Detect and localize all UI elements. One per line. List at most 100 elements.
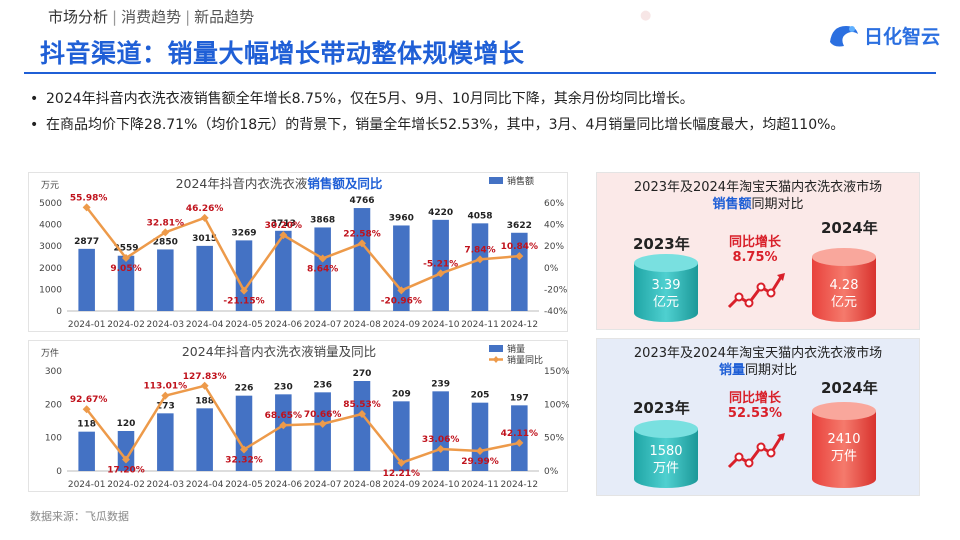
bar xyxy=(314,227,331,311)
volume-chart: 2024年抖音内衣洗衣液销量及同比 万件 0 100 200 300 0% 50% 100% 15… xyxy=(28,340,570,492)
chart-title-text: 2024年抖音内衣洗衣液销量及同比 xyxy=(182,344,376,359)
growth-arrow-icon xyxy=(727,273,785,309)
growth-value-label: 22.58% xyxy=(343,229,381,239)
bar-value-label: 3015 xyxy=(192,234,217,244)
growth-point xyxy=(82,405,91,414)
growth-value: 52.53% xyxy=(727,406,783,421)
y2-tick-label: 50% xyxy=(544,434,564,444)
growth-point xyxy=(161,391,170,400)
bar xyxy=(471,402,489,471)
x-tick-label: 2024-10 xyxy=(422,320,460,330)
y-tick-label: 0 xyxy=(56,467,62,477)
y-tick-label: 3000 xyxy=(39,242,62,252)
legend-swatch xyxy=(489,177,503,184)
breadcrumb-item-consumer[interactable]: 消费趋势 xyxy=(121,8,182,26)
y2-tick-label: -40% xyxy=(544,307,568,317)
cylinder-teal-icon xyxy=(634,420,698,488)
cylinder-2024: 2410 万件 xyxy=(811,401,877,489)
bar xyxy=(117,431,135,471)
sales-comparison-panel: 2023年及2024年淘宝天猫内衣洗衣液市场 销售额同期对比 2023年 202… xyxy=(596,172,920,330)
page-title: 抖音渠道：销量大幅增长带动整体规模增长 xyxy=(40,39,525,68)
volume-comparison-panel: 2023年及2024年淘宝天猫内衣洗衣液市场 销量同期对比 2023年 2024… xyxy=(596,338,920,496)
bar xyxy=(235,395,253,471)
legend-swatch xyxy=(489,345,503,352)
bar xyxy=(196,408,213,471)
panel-title: 2023年及2024年淘宝天猫内衣洗衣液市场 销售额同期对比 xyxy=(597,179,919,213)
growth-point xyxy=(436,269,445,278)
legend-label: 销量 xyxy=(507,343,525,355)
bullet-sales: 2024年抖音内衣洗衣液销售额全年增长8.75%，仅在5月、9月、10月同比下降… xyxy=(30,86,930,112)
panel-title-highlight: 销售额 xyxy=(712,197,752,212)
y-tick-label: 4000 xyxy=(39,221,62,231)
breadcrumb-separator: | xyxy=(185,8,191,26)
bullet-volume: 在商品均价下降28.71%（均价18元）的背景下，销量全年增长52.53%，其中… xyxy=(30,112,930,138)
panel-title-line1: 2023年及2024年淘宝天猫内衣洗衣液市场 xyxy=(633,180,883,195)
unit-2023: 万件 xyxy=(652,461,679,476)
growth-value-label: -5.21% xyxy=(423,259,458,269)
unit-2023: 亿元 xyxy=(652,295,679,310)
growth-point xyxy=(358,409,366,418)
y-tick-label: 300 xyxy=(45,367,62,377)
cylinder-2024: 4.28 亿元 xyxy=(811,247,877,323)
bar-value-label: 118 xyxy=(77,420,96,430)
header-divider xyxy=(24,72,936,74)
bar-value-label: 230 xyxy=(274,382,293,392)
unit-2024: 亿元 xyxy=(830,295,857,310)
volume-chart-svg: 2024年抖音内衣洗衣液销量及同比 万件 0 100 200 300 0% 50% 100% 15… xyxy=(41,343,570,490)
growth-value-label: 46.26% xyxy=(186,204,224,214)
x-tick-label: 2024-08 xyxy=(343,480,381,490)
growth-arrow-icon xyxy=(727,433,785,469)
breadcrumb-item-market[interactable]: 市场分析 xyxy=(48,8,109,26)
bar-value-label: 2877 xyxy=(74,237,99,247)
growth-point xyxy=(240,445,248,454)
value-2024: 4.28 xyxy=(829,278,859,293)
x-tick-label: 2024-04 xyxy=(186,320,224,330)
bar xyxy=(275,230,292,311)
bar-value-label: 205 xyxy=(471,391,490,401)
cylinder-red-icon xyxy=(812,248,876,322)
panel-title-highlight: 销量 xyxy=(718,363,745,378)
x-tick-label: 2024-03 xyxy=(147,320,185,330)
bar xyxy=(78,248,95,311)
growth-value-label: 68.65% xyxy=(265,411,303,421)
bar xyxy=(432,219,449,311)
bar-value-label: 4058 xyxy=(467,211,492,221)
bar xyxy=(157,413,174,471)
growth-point xyxy=(122,254,130,263)
bar xyxy=(314,392,331,471)
growth-value-label: -20.96% xyxy=(381,296,422,306)
growth-value-label: 32.81% xyxy=(147,218,185,228)
growth-value-label: 33.06% xyxy=(422,435,460,445)
legend-label: 销量同比 xyxy=(507,354,543,366)
chart-title-text: 2024年抖音内衣洗衣液 xyxy=(176,176,308,191)
cylinder-teal-icon xyxy=(634,254,698,322)
unit-2024: 万件 xyxy=(830,449,857,464)
growth-value-label: -21.15% xyxy=(223,297,264,307)
value-2023: 1580 xyxy=(649,444,683,459)
x-tick-label: 2024-11 xyxy=(461,480,499,490)
growth-value-label: 17.20% xyxy=(107,466,145,476)
growth-text: 同比增长 xyxy=(728,235,781,250)
watermark: ● xyxy=(640,8,652,23)
growth-value-label: 42.11% xyxy=(501,429,539,439)
growth-point xyxy=(476,255,484,264)
bar xyxy=(235,240,253,311)
sales-chart: 2024年抖音内衣洗衣液销售额及同比 万元 0 1000 2000 3000 4000 500… xyxy=(28,172,568,332)
header: 市场分析 | 消费趋势 | 新品趋势 抖音渠道：销量大幅增长带动整体规模增长 日化智云 xyxy=(0,0,960,72)
breadcrumb: 市场分析 | 消费趋势 | 新品趋势 xyxy=(48,6,254,27)
breadcrumb-item-newproduct[interactable]: 新品趋势 xyxy=(194,8,255,26)
growth-text: 同比增长 xyxy=(728,391,781,406)
bar xyxy=(511,405,528,471)
bar xyxy=(275,394,292,471)
x-tick-label: 2024-04 xyxy=(186,480,224,490)
bar-value-label: 120 xyxy=(117,419,136,429)
year-2024-label: 2024年 xyxy=(821,219,878,237)
value-2024: 2410 xyxy=(827,432,861,447)
y-tick-label: 0 xyxy=(56,307,62,317)
x-tick-label: 2024-02 xyxy=(107,480,145,490)
growth-value-label: 9.05% xyxy=(110,264,141,274)
bar-value-label: 197 xyxy=(510,393,529,403)
year-2023-label: 2023年 xyxy=(633,235,690,253)
y2-tick-label: 60% xyxy=(544,199,564,209)
growth-point xyxy=(318,254,327,263)
